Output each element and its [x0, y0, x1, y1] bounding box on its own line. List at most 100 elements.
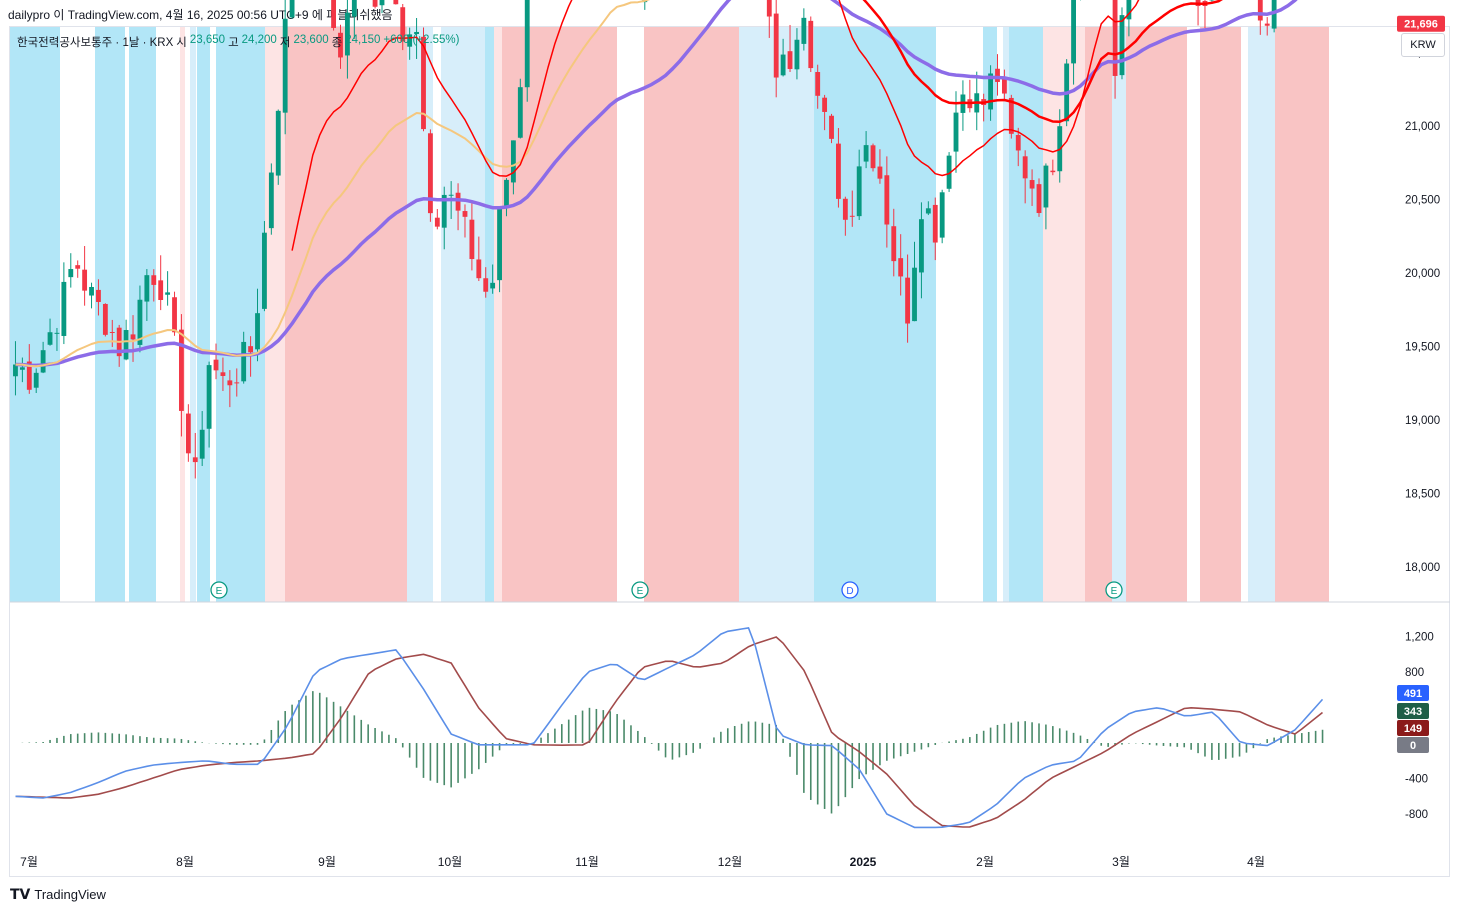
- macd-value-tag: [1397, 720, 1429, 736]
- currency-button[interactable]: KRW: [1401, 33, 1445, 57]
- candle-body: [407, 34, 413, 47]
- macd-line: [15, 627, 1324, 829]
- candle-body: [815, 71, 821, 96]
- shade-band: [10, 27, 60, 602]
- candle-body: [199, 429, 205, 459]
- candle-body: [877, 166, 883, 179]
- shade-band: [485, 27, 494, 602]
- candle-body: [1036, 184, 1042, 214]
- time-tick-label: 10월: [438, 855, 462, 869]
- macd-tick-label: -800: [1405, 809, 1428, 821]
- symbol-legend: 한국전력공사보통주 · 1날 · KRX 시 23,650 고 24,200 저 23…: [17, 34, 460, 50]
- candle-body: [953, 112, 959, 152]
- candle-body: [344, 12, 350, 56]
- macd-tick-label: 800: [1405, 667, 1424, 679]
- candle-body: [19, 367, 25, 370]
- price-tick-label: 21,000: [1405, 121, 1440, 133]
- candle-body: [192, 457, 198, 463]
- shade-band: [1275, 27, 1329, 602]
- last-price-line: 24,15022,54322,01121,696: [1397, 15, 1445, 32]
- shade-band: [1126, 27, 1187, 602]
- candle-body: [414, 31, 419, 35]
- candle-body: [856, 166, 862, 217]
- candle-body: [282, 18, 288, 113]
- macd-value-tag: [1397, 703, 1429, 719]
- candle-body: [1029, 180, 1035, 189]
- candle-body: [158, 280, 164, 300]
- macd-signal-line: [15, 636, 1323, 828]
- tradingview-logo-icon: 𝗧𝗩: [10, 886, 31, 902]
- ema-short-line: [291, 0, 1140, 251]
- candle-body: [220, 372, 226, 376]
- candle-body: [925, 208, 931, 214]
- change-value: +600 (+2.55%): [383, 34, 460, 46]
- footer-brand: TradingView: [34, 887, 106, 902]
- candle-body: [476, 259, 482, 279]
- candle-body: [123, 330, 129, 360]
- macd-value-tag-label: 343: [1404, 706, 1422, 718]
- candle-body: [836, 143, 841, 199]
- high-value: 24,200: [241, 34, 277, 46]
- candle-body: [165, 292, 171, 295]
- candle-body: [1126, 0, 1132, 20]
- candle-body: [427, 133, 433, 214]
- macd-value-tag-label: 0: [1410, 740, 1416, 752]
- candle-body: [469, 219, 475, 260]
- time-tick-label: 2월: [976, 855, 994, 869]
- macd-lines: [15, 627, 1324, 829]
- candle-body: [822, 97, 828, 112]
- shade-band: [95, 27, 125, 602]
- shade-band: [197, 27, 210, 602]
- event-marker-label: D: [846, 586, 853, 597]
- candle-body: [47, 332, 53, 345]
- shade-band: [190, 27, 196, 602]
- candle-body: [255, 313, 260, 350]
- candles: [13, 0, 1277, 479]
- candle-body: [808, 20, 814, 69]
- shade-band: [1043, 27, 1085, 602]
- low-label: 저: [279, 37, 291, 49]
- price-axis-labels: 18,000 18,500 19,000 19,500 20,000 20,500 21,0…: [1405, 48, 1440, 575]
- shade-band: [1009, 27, 1043, 602]
- shade-band: [644, 27, 739, 602]
- candle-body: [1008, 97, 1014, 134]
- candle-body: [109, 331, 115, 333]
- close-value: 24,150: [345, 34, 381, 46]
- time-tick-label: 9월: [318, 855, 336, 869]
- candle-body: [794, 39, 800, 70]
- open-value: 23,650: [189, 34, 226, 46]
- candle-body: [939, 192, 945, 238]
- author-line: dailypro 이 TradingView.com, 4월 16, 2025 …: [8, 8, 393, 22]
- close-label: 종: [331, 37, 343, 49]
- candle-body: [1050, 170, 1056, 173]
- shade-band: [1200, 27, 1241, 602]
- candle-body: [510, 140, 516, 183]
- candle-body: [96, 289, 101, 302]
- candle-body: [497, 208, 502, 281]
- price-tick-label: 19,500: [1405, 342, 1440, 354]
- candle-body: [54, 332, 60, 334]
- candle-body: [338, 32, 343, 58]
- candle-body: [462, 211, 468, 217]
- candle-body: [905, 277, 911, 324]
- shade-band: [494, 27, 502, 602]
- candle-body: [988, 73, 994, 110]
- time-tick-label: 2025: [850, 855, 877, 869]
- open-label: 시: [176, 37, 187, 49]
- candle-body: [130, 334, 136, 340]
- candle-body: [82, 269, 88, 291]
- candle-body: [89, 286, 94, 296]
- time-tick-label: 12월: [718, 855, 742, 869]
- time-axis: 7월 8월 9월 10월 11월 12월 2025 2월 3월 4월: [20, 855, 1265, 869]
- candle-body: [1043, 165, 1049, 208]
- candle-body: [185, 413, 191, 454]
- candle-body: [137, 299, 143, 345]
- candle-body: [1112, 0, 1118, 76]
- candle-body: [995, 68, 1000, 82]
- candle-body: [787, 51, 793, 69]
- price-tick-label: 18,000: [1405, 562, 1440, 574]
- price-tick-label: 19,000: [1405, 415, 1440, 427]
- candle-body: [773, 13, 779, 78]
